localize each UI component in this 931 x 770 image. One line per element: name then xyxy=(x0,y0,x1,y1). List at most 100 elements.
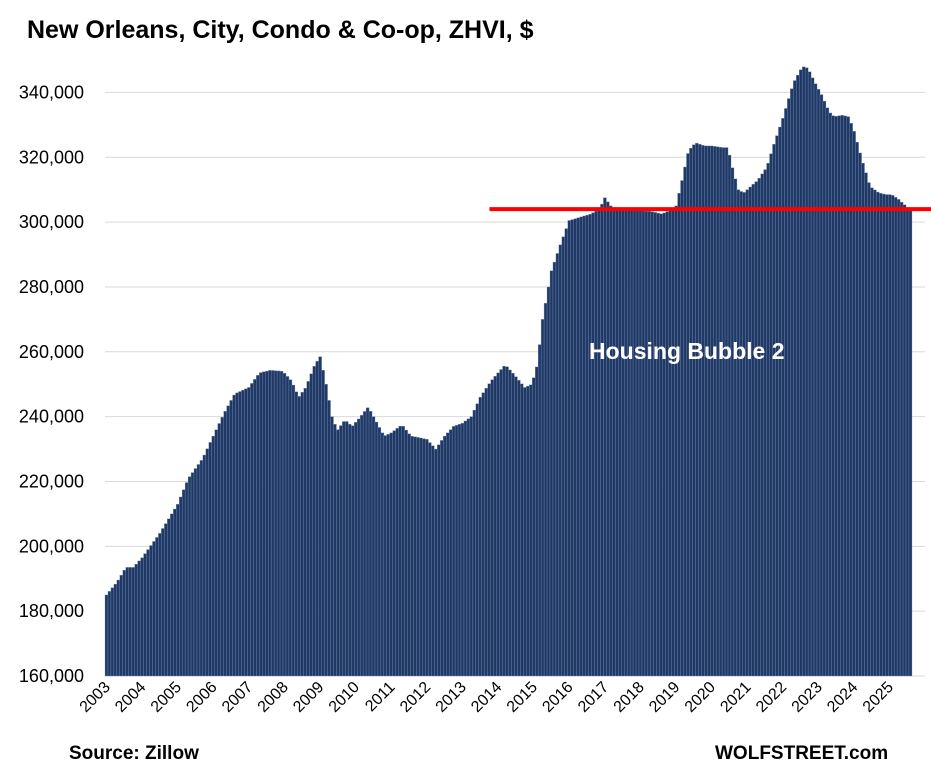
bar xyxy=(170,513,174,677)
bar xyxy=(345,421,349,677)
bar xyxy=(793,80,797,677)
bar xyxy=(606,201,610,677)
bar xyxy=(276,370,281,677)
bar xyxy=(336,429,340,677)
bar xyxy=(410,436,414,677)
bar xyxy=(825,107,830,677)
bar xyxy=(303,388,307,677)
bar xyxy=(514,376,518,677)
bar xyxy=(739,191,744,677)
bar xyxy=(757,178,761,677)
bar xyxy=(849,123,853,677)
bar xyxy=(665,211,669,677)
bar xyxy=(205,448,210,677)
bar xyxy=(520,383,524,677)
bar xyxy=(579,216,583,677)
x-tick-label: 2009 xyxy=(290,679,327,716)
bar xyxy=(285,376,290,677)
bar xyxy=(241,389,245,677)
bar xyxy=(861,162,865,677)
bar xyxy=(594,210,598,677)
bar xyxy=(591,212,595,677)
bar xyxy=(570,219,574,677)
bar xyxy=(297,396,302,677)
x-tick-label: 2014 xyxy=(468,679,505,716)
bar xyxy=(543,302,548,677)
bar xyxy=(244,388,248,677)
bar xyxy=(766,163,770,677)
bar xyxy=(799,69,803,677)
bar xyxy=(365,407,370,677)
bar xyxy=(763,169,767,677)
bar xyxy=(529,384,533,677)
bar xyxy=(181,489,186,677)
bar xyxy=(312,366,316,677)
bar xyxy=(196,464,201,677)
bar xyxy=(184,482,189,677)
bar xyxy=(715,146,720,677)
bar xyxy=(229,400,233,677)
bar xyxy=(546,286,551,677)
bar xyxy=(745,189,749,677)
bar xyxy=(804,67,809,677)
bar xyxy=(644,210,649,677)
x-tick-label: 2017 xyxy=(575,679,612,716)
bar xyxy=(721,147,726,677)
bar xyxy=(635,209,640,677)
bar xyxy=(801,66,806,677)
bar xyxy=(686,153,690,677)
bar xyxy=(377,427,382,677)
bar xyxy=(339,425,343,677)
bar xyxy=(810,77,815,677)
x-tick-label: 2024 xyxy=(824,679,861,716)
bar xyxy=(321,369,325,677)
bar xyxy=(359,415,364,677)
bar xyxy=(712,146,717,677)
bar xyxy=(333,424,337,677)
bar xyxy=(208,442,213,677)
bar xyxy=(899,201,904,677)
bar xyxy=(256,375,260,677)
bar xyxy=(481,392,485,677)
x-tick-label: 2016 xyxy=(539,679,576,716)
bar xyxy=(882,193,886,677)
bar xyxy=(499,369,503,677)
y-tick-label: 180,000 xyxy=(19,601,84,621)
x-tick-label: 2006 xyxy=(183,679,220,716)
bar xyxy=(662,212,666,677)
bar xyxy=(710,145,714,677)
bar xyxy=(431,445,435,677)
x-tick-label: 2012 xyxy=(397,679,434,716)
bar xyxy=(137,560,141,677)
bar xyxy=(262,371,266,677)
bar xyxy=(609,205,613,677)
bar xyxy=(348,424,352,677)
bar xyxy=(235,392,239,677)
bar xyxy=(819,94,824,677)
bar xyxy=(772,144,776,677)
bar xyxy=(270,370,275,677)
bar xyxy=(864,172,868,677)
bar xyxy=(597,209,601,677)
bar xyxy=(650,211,655,677)
bar xyxy=(846,116,850,677)
x-tick-label: 2007 xyxy=(219,679,256,716)
bar xyxy=(419,437,423,677)
bar xyxy=(653,212,658,677)
bar xyxy=(896,199,901,677)
bar xyxy=(167,518,171,677)
bar xyxy=(555,253,560,677)
bar xyxy=(733,178,738,677)
annotation-housing-bubble: Housing Bubble 2 xyxy=(589,338,785,364)
x-tick-label: 2022 xyxy=(753,679,790,716)
bar xyxy=(265,370,269,677)
bar xyxy=(671,207,675,677)
bar xyxy=(143,553,147,677)
bar xyxy=(422,438,426,677)
bar xyxy=(362,411,367,677)
bar xyxy=(342,421,346,677)
bar xyxy=(730,167,735,677)
bar xyxy=(300,392,304,677)
bar xyxy=(460,422,465,677)
